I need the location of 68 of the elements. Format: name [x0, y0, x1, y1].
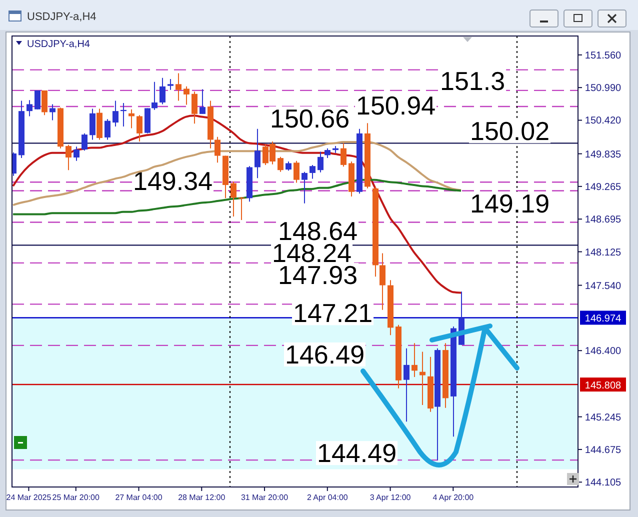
candlestick	[200, 88, 206, 114]
candlestick	[74, 146, 80, 162]
candlestick	[104, 118, 110, 140]
candlestick	[214, 136, 220, 164]
candlestick	[90, 108, 96, 140]
x-tick-label: 2 Apr 04:00	[306, 493, 348, 502]
line-series	[12, 141, 462, 206]
x-tick-label: 25 Mar 20:00	[52, 493, 100, 502]
chart-title: USDJPY-a,H4	[27, 11, 96, 23]
ref-line-label: 149.34	[133, 166, 213, 196]
y-tick-label: 144.675	[584, 444, 622, 456]
chart-subtitle: USDJPY-a,H4	[27, 39, 90, 50]
ref-line-label: 149.19	[470, 188, 550, 219]
x-tick-label: 27 Mar 04:00	[115, 493, 163, 502]
candlestick	[112, 100, 118, 128]
candlestick	[238, 196, 244, 220]
candlestick	[136, 114, 142, 142]
candlestick	[176, 72, 182, 102]
candlestick	[318, 151, 324, 173]
x-tick-label: 4 Apr 20:00	[432, 493, 474, 502]
ref-line-label: 147.21	[293, 298, 373, 328]
ref-line-label: 146.974	[584, 314, 622, 325]
candlestick	[254, 128, 260, 179]
y-tick-label: 151.560	[584, 50, 622, 62]
y-tick-label: 144.105	[584, 478, 622, 489]
candlestick	[230, 181, 236, 218]
x-tick-label: 24 Mar 2025	[6, 493, 52, 502]
y-tick-label: 148.125	[584, 247, 622, 258]
candlestick	[302, 171, 308, 204]
ref-line-label: 146.49	[285, 339, 365, 370]
candlestick	[412, 342, 418, 378]
candlestick	[192, 91, 198, 124]
candlestick	[26, 100, 32, 117]
y-tick-label: 146.400	[584, 346, 622, 358]
candlestick	[42, 90, 48, 116]
candlestick	[286, 161, 292, 172]
candlestick	[404, 348, 410, 422]
candlestick	[278, 156, 284, 172]
ref-line-label: 150.66	[270, 103, 350, 134]
ref-line-label: 150.94	[356, 90, 436, 120]
y-tick-label: 147.540	[584, 280, 622, 292]
candlestick	[82, 132, 88, 152]
candlestick	[152, 81, 158, 110]
candlestick	[310, 164, 316, 180]
candlestick	[50, 104, 56, 121]
y-tick-label: 148.695	[584, 214, 622, 226]
candlestick	[168, 78, 174, 90]
candlestick	[324, 148, 330, 159]
y-tick-label: 149.265	[584, 182, 622, 193]
ref-line-label: 150.02	[470, 116, 550, 146]
candlestick	[420, 351, 426, 406]
candlestick	[294, 160, 300, 184]
candlestick	[160, 77, 166, 105]
ref-line-label: 144.49	[317, 438, 397, 468]
ref-line-label: 145.808	[584, 380, 622, 392]
candlestick	[34, 90, 40, 110]
x-tick-label: 28 Mar 12:00	[178, 493, 226, 502]
ref-line-label: 151.3	[440, 66, 506, 96]
candlestick	[340, 142, 346, 168]
y-tick-label: 145.245	[584, 412, 622, 424]
y-tick-label: 150.420	[584, 116, 622, 127]
candlestick	[380, 252, 386, 310]
x-tick-label: 3 Apr 12:00	[370, 493, 412, 502]
x-tick-label: 31 Mar 20:00	[240, 493, 289, 502]
y-tick-label: 150.990	[584, 83, 622, 94]
y-tick-label: 149.835	[584, 149, 622, 160]
candlestick	[184, 86, 190, 106]
candlestick	[66, 144, 72, 171]
